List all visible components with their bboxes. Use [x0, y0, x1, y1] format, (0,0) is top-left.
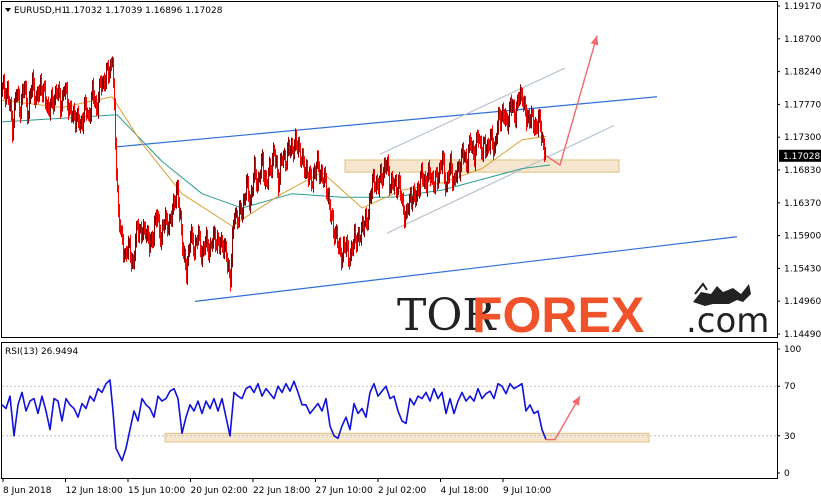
moving-average-teal [1, 114, 551, 209]
bull-bear-icon [693, 282, 751, 306]
rsi-tick-label: 70 [784, 382, 796, 392]
y-tick-label: 1.18700 [784, 35, 821, 45]
x-tick-label: 15 Jun 10:00 [128, 486, 185, 496]
rsi-series [1, 379, 547, 462]
y-tick-label: 1.16370 [784, 199, 821, 209]
watermark-tor: TOR [397, 290, 497, 341]
x-tick-label: 8 Jun 2018 [3, 486, 52, 496]
price-series [1, 56, 551, 292]
rsi-forecast-arrow [546, 395, 581, 441]
x-tick-label: 27 Jun 10:00 [316, 486, 373, 496]
x-tick-label: 4 Jul 18:00 [441, 486, 490, 496]
y-tick-label: 1.14490 [784, 330, 821, 340]
channel-line-upper [379, 67, 566, 155]
last-price-label: 1.17028 [783, 152, 820, 162]
x-tick-label: 22 Jun 18:00 [253, 486, 310, 496]
last-price-label-box [779, 149, 821, 162]
trend-lines [2, 67, 777, 437]
support-zones [164, 159, 650, 443]
rsi-chart-header: RSI(13) 26.9494 [5, 347, 78, 357]
x-tick-label: 2 Jul 02:00 [378, 486, 427, 496]
main-chart-header-ohlc: 1.17032 1.17039 1.16896 1.17028 [65, 6, 223, 16]
y-tick-label: 1.17300 [784, 133, 821, 143]
x-tick-label: 12 Jun 18:00 [66, 486, 123, 496]
price-forecast-arrow [545, 35, 598, 167]
y-tick-label: 1.15430 [784, 264, 821, 274]
forecast-arrows [545, 35, 599, 441]
trend-line-lower [194, 236, 738, 302]
dropdown-triangle-icon[interactable] [5, 8, 11, 12]
rsi-tick-label: 100 [784, 345, 801, 355]
rsi-line [1, 379, 547, 462]
rsi-chart-frame [1, 342, 778, 479]
y-tick-label: 1.19170 [784, 2, 821, 12]
x-tick-label: 20 Jun 02:00 [191, 486, 248, 496]
y-tick-label: 1.16830 [784, 166, 821, 176]
watermark-com: .com [686, 301, 769, 341]
rsi-forecast-arrow-head [572, 396, 580, 406]
channel-line-lower [386, 124, 615, 234]
main-chart-header-symbol: EURUSD,H1 [14, 6, 67, 16]
rsi-tick-label: 30 [784, 432, 796, 442]
y-tick-label: 1.15900 [784, 232, 821, 242]
price-forecast-arrow-head [590, 35, 599, 46]
watermark-logo: TOR FOREX .com [397, 282, 769, 343]
rsi-support-zone [164, 432, 650, 443]
y-tick-label: 1.17770 [784, 100, 821, 110]
moving-average-orange [1, 96, 547, 227]
y-tick-label: 1.14960 [784, 297, 821, 307]
rsi-tick-label: 0 [784, 469, 790, 479]
watermark-forex: FOREX [472, 287, 644, 343]
x-tick-label: 9 Jul 10:00 [503, 486, 552, 496]
y-tick-label: 1.18240 [784, 68, 821, 78]
trend-line-upper [114, 96, 658, 148]
